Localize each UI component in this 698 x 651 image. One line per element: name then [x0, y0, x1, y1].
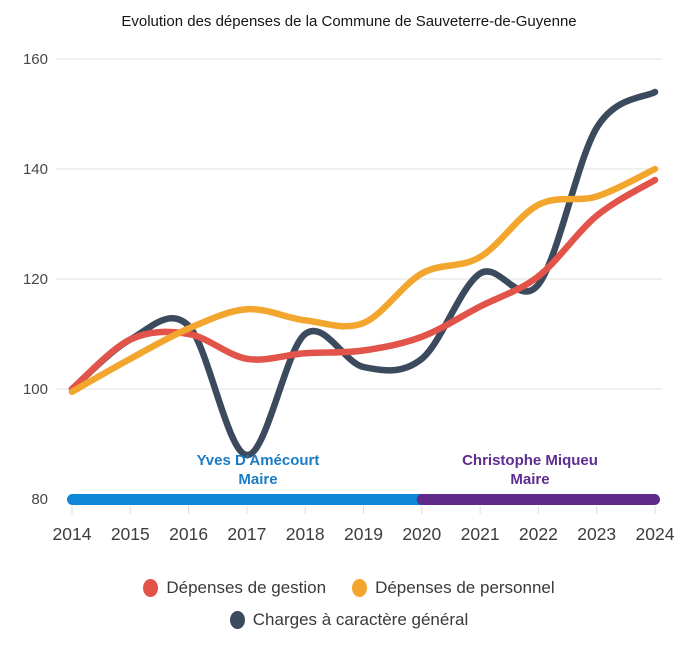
mayor-label-right: Christophe Miqueu Maire — [420, 451, 640, 489]
legend-item-1: Dépenses de personnel — [352, 572, 555, 604]
x-tick-label: 2014 — [53, 524, 92, 544]
x-tick-label: 2022 — [519, 524, 558, 544]
x-tick-label: 2019 — [344, 524, 383, 544]
x-tick-label: 2020 — [402, 524, 441, 544]
x-tick-label: 2017 — [227, 524, 266, 544]
x-tick-label: 2018 — [286, 524, 325, 544]
mayor-role: Maire — [510, 471, 550, 488]
x-tick-label: 2024 — [636, 524, 675, 544]
x-tick-label: 2023 — [577, 524, 616, 544]
mayor-label-left: Yves D'Amécourt Maire — [148, 451, 368, 489]
y-tick-label: 140 — [23, 161, 48, 178]
legend-label: Dépenses de gestion — [166, 578, 327, 597]
x-tick-label: 2015 — [111, 524, 150, 544]
mayor-name: Christophe Miqueu — [462, 452, 598, 469]
x-tick-label: 2016 — [169, 524, 208, 544]
series-line-2 — [68, 88, 659, 459]
chart-title: Evolution des dépenses de la Commune de … — [121, 13, 577, 30]
legend-marker-icon — [352, 579, 368, 597]
y-tick-label: 160 — [23, 51, 48, 68]
mayor-term-bar-1 — [416, 494, 660, 505]
legend-item-2: Charges à caractère général — [229, 604, 469, 636]
y-tick-label: 80 — [31, 491, 48, 508]
legend-item-0: Dépenses de gestion — [143, 572, 326, 604]
legend-marker-icon — [143, 579, 159, 597]
legend-label: Dépenses de personnel — [375, 578, 555, 597]
y-tick-label: 120 — [23, 271, 48, 288]
legend: Dépenses de gestion Dépenses de personnel… — [99, 572, 599, 636]
series-line-1 — [68, 165, 659, 396]
mayor-name: Yves D'Amécourt — [196, 452, 320, 469]
series-line-0 — [68, 176, 659, 393]
y-tick-label: 100 — [23, 381, 48, 398]
x-tick-label: 2021 — [461, 524, 500, 544]
legend-label: Charges à caractère général — [252, 610, 469, 629]
mayor-term-bar-0 — [67, 494, 427, 505]
legend-marker-icon — [229, 611, 245, 629]
mayor-role: Maire — [238, 471, 278, 488]
